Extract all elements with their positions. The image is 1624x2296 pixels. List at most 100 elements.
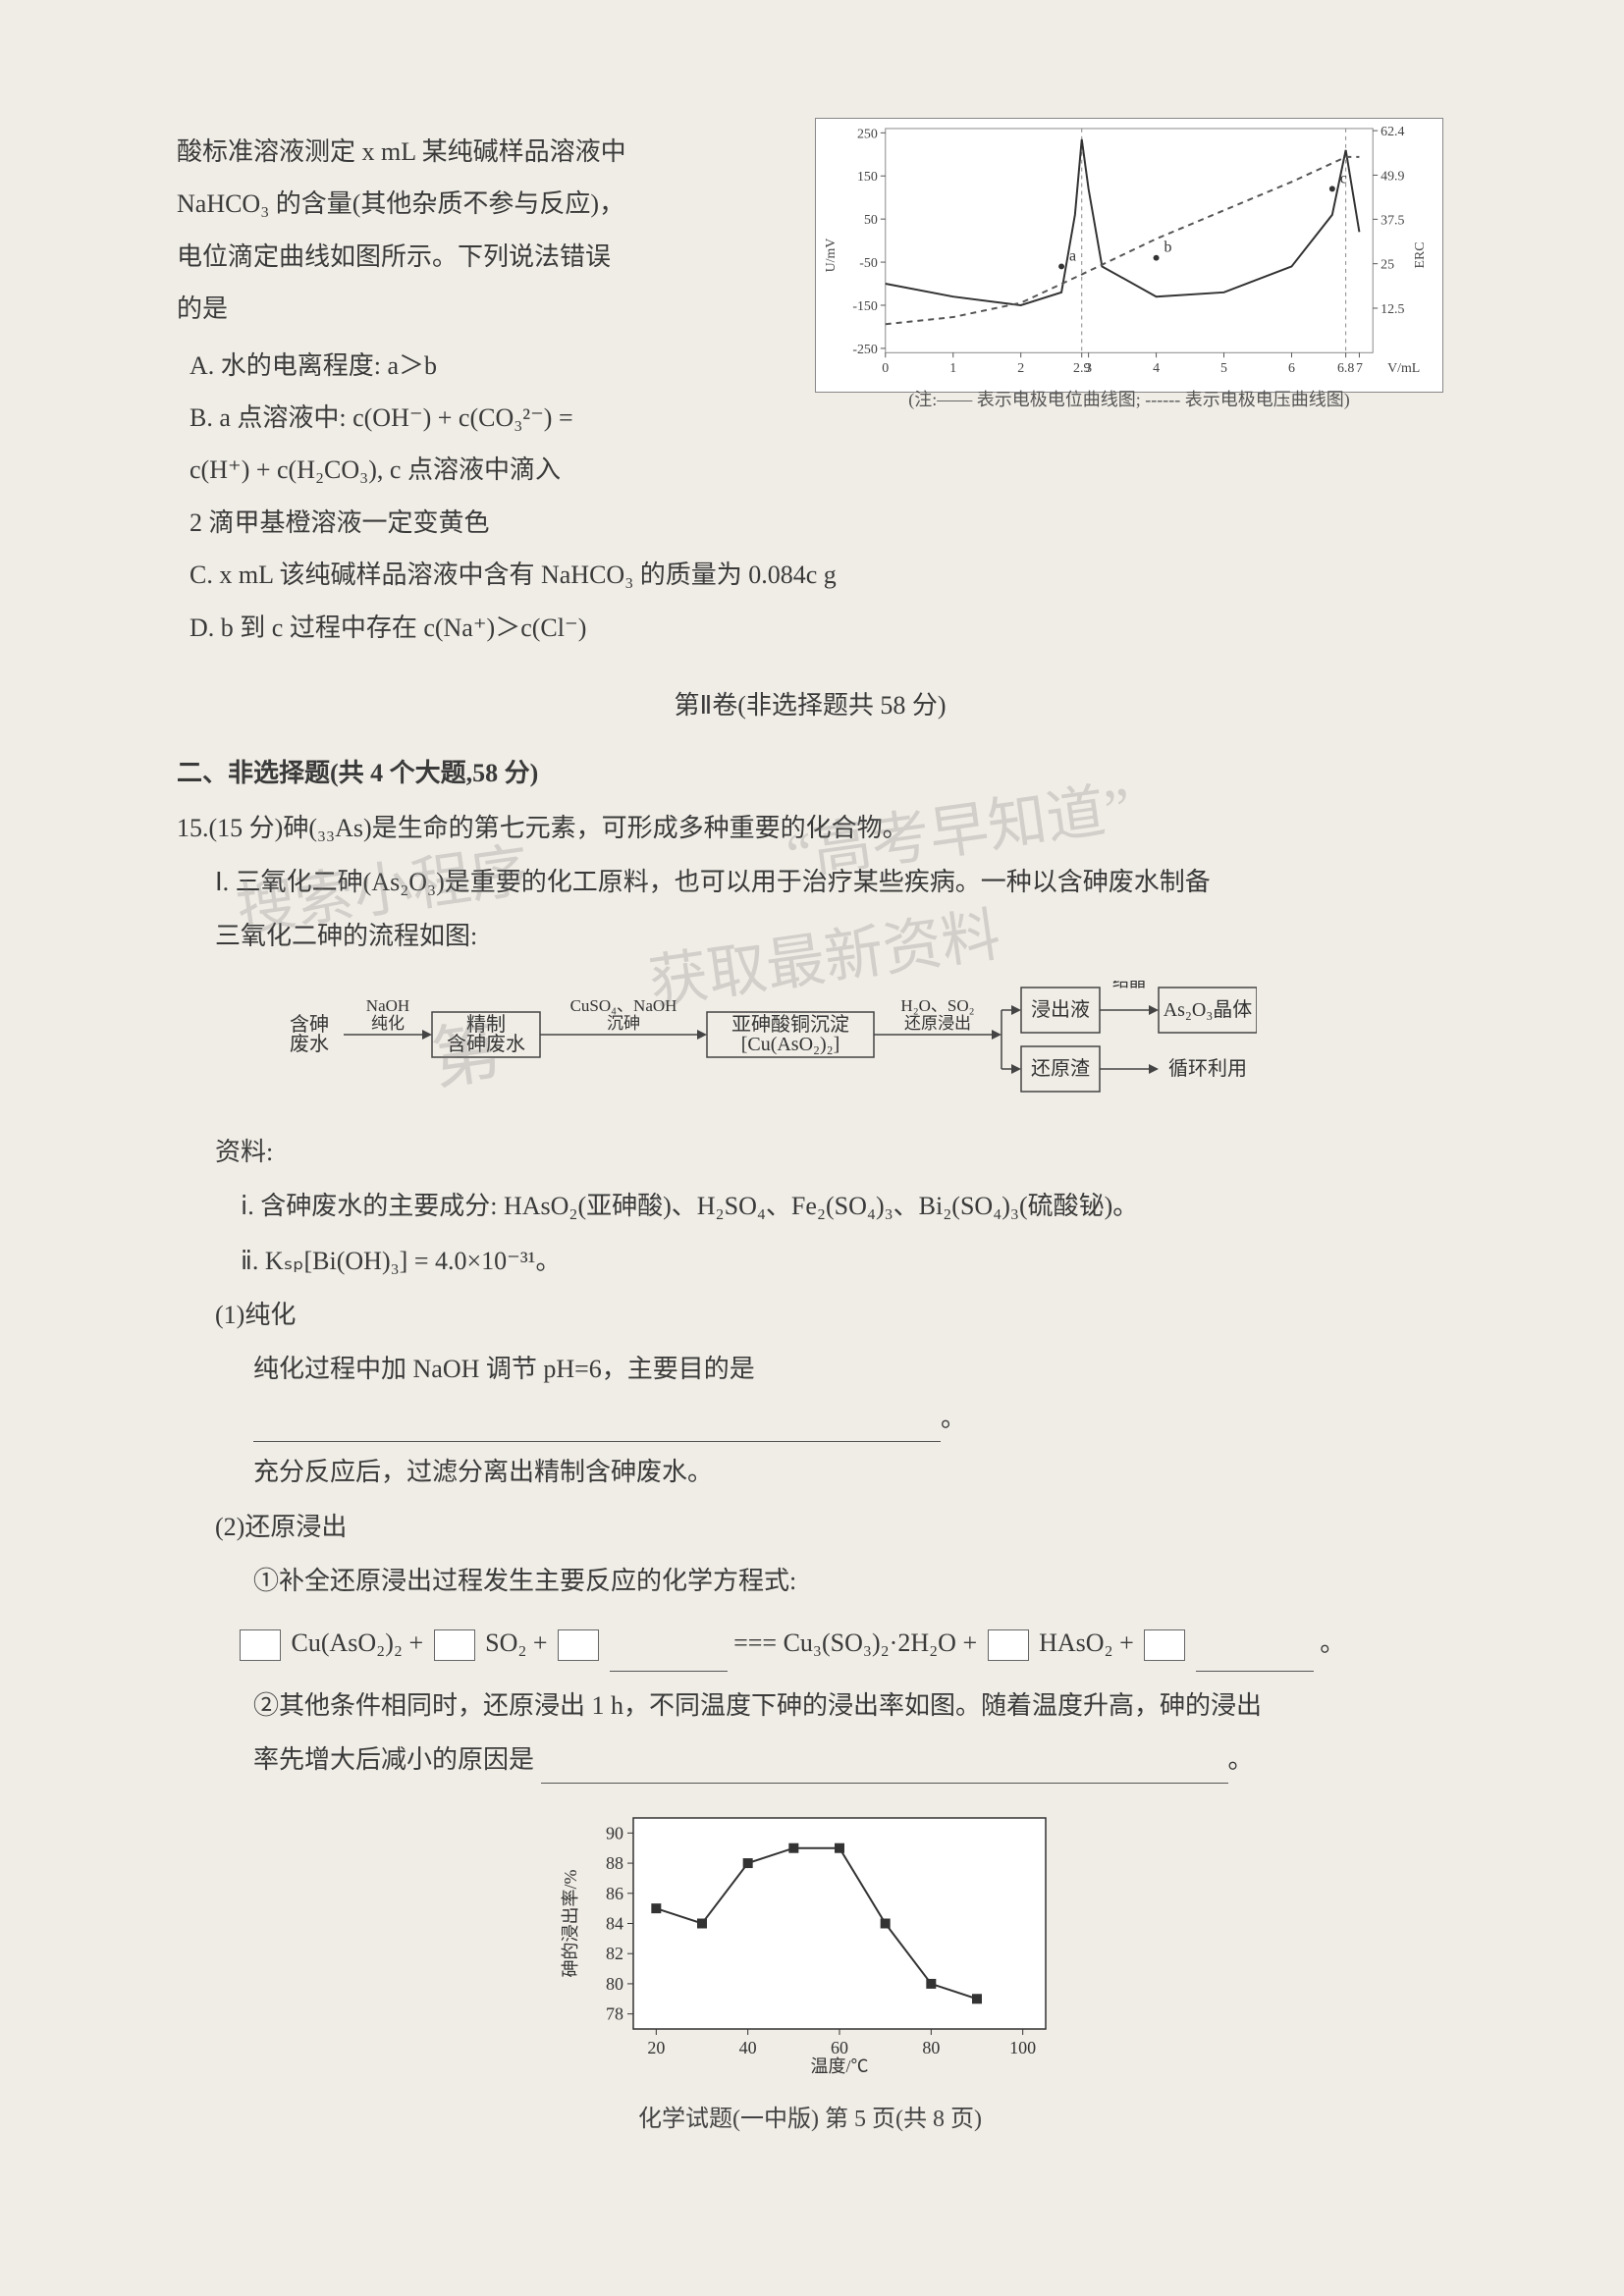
- q15-zi: 资料:: [177, 1128, 1443, 1176]
- option-b-line2: c(H⁺) + c(H₂CO₃), c 点溶液中滴入: [177, 446, 1443, 494]
- svg-text:含砷: 含砷: [290, 1013, 329, 1036]
- svg-text:U/mV: U/mV: [824, 239, 839, 273]
- svg-text:还原浸出: 还原浸出: [904, 1014, 971, 1033]
- svg-text:3: 3: [1085, 361, 1092, 376]
- svg-text:62.4: 62.4: [1380, 125, 1404, 139]
- svg-text:ERC: ERC: [1413, 241, 1428, 268]
- svg-text:50: 50: [864, 213, 878, 228]
- q15-zi-ii: ⅱ. Kₛₚ[Bi(OH)₃] = 4.0×10⁻³¹。: [177, 1237, 1443, 1285]
- coef-box[interactable]: [558, 1629, 599, 1661]
- fill-blank[interactable]: [253, 1412, 941, 1442]
- svg-text:2: 2: [1017, 361, 1024, 376]
- svg-text:纯化: 纯化: [371, 1014, 405, 1033]
- svg-text:40: 40: [739, 2038, 757, 2057]
- option-c: C. x mL 该纯碱样品溶液中含有 NaHCO₃ 的质量为 0.084c g: [177, 551, 1443, 599]
- part2-heading: 二、非选择题(共 4 个大题,58 分): [177, 749, 1443, 797]
- svg-text:亚砷酸铜沉淀: 亚砷酸铜沉淀: [731, 1013, 849, 1036]
- svg-text:含砷废水: 含砷废水: [447, 1033, 525, 1055]
- svg-text:4: 4: [1153, 361, 1160, 376]
- svg-text:37.5: 37.5: [1380, 213, 1404, 228]
- q15-p2-sub1: ①补全还原浸出过程发生主要反应的化学方程式:: [177, 1557, 1443, 1605]
- svg-text:6: 6: [1288, 361, 1295, 376]
- coef-box[interactable]: [434, 1629, 475, 1661]
- svg-text:H₂O、SO₂: H₂O、SO₂: [900, 996, 974, 1015]
- svg-text:60: 60: [831, 2038, 848, 2057]
- svg-text:90: 90: [606, 1824, 623, 1843]
- svg-text:a: a: [1069, 247, 1076, 264]
- svg-text:精制: 精制: [466, 1013, 506, 1036]
- option-d: D. b 到 c 过程中存在 c(Na⁺)＞c(Cl⁻): [177, 604, 1443, 652]
- svg-text:还原渣: 还原渣: [1031, 1057, 1090, 1080]
- process-flowchart: 含砷废水NaOH纯化精制含砷废水CuSO₄、NaOH沉砷亚砷酸铜沉淀[Cu(As…: [275, 981, 1257, 1108]
- svg-text:CuSO₄、NaOH: CuSO₄、NaOH: [570, 996, 677, 1015]
- intro-line: 的是: [177, 285, 766, 333]
- coef-box[interactable]: [988, 1629, 1029, 1661]
- q15-I-line1: Ⅰ. 三氧化二砷(As₂O₃)是重要的化工原料，也可以用于治疗某些疾病。一种以含…: [177, 858, 1443, 906]
- svg-text:-150: -150: [852, 299, 878, 314]
- titration-chart: -250-150-505015025062.449.937.52512.5012…: [815, 118, 1443, 393]
- svg-text:沉砷: 沉砷: [607, 1014, 640, 1033]
- intro-line: NaHCO₃ 的含量(其他杂质不参与反应)，: [177, 180, 766, 228]
- svg-text:NaOH: NaOH: [366, 996, 409, 1015]
- q15-p2-text: 率先增大后减小的原因是: [253, 1745, 534, 1774]
- svg-text:5: 5: [1220, 361, 1227, 376]
- eq-part: SO₂ +: [485, 1629, 547, 1657]
- svg-text:12.5: 12.5: [1380, 302, 1404, 317]
- leaching-rate-chart: 2040608010078808284868890温度/℃砷的浸出率/%: [555, 1803, 1065, 2078]
- page-footer: 化学试题(一中版) 第 5 页(共 8 页): [177, 2098, 1443, 2143]
- svg-text:82: 82: [606, 1945, 623, 1964]
- svg-text:20: 20: [647, 2038, 665, 2057]
- q15-p1-line1: 纯化过程中加 NaOH 调节 pH=6，主要目的是 。: [177, 1345, 1443, 1442]
- q15-I-line2: 三氧化二砷的流程如图:: [177, 912, 1443, 960]
- svg-text:250: 250: [857, 127, 878, 141]
- fill-blank[interactable]: [610, 1640, 728, 1671]
- coef-box[interactable]: [1144, 1629, 1185, 1661]
- equation-line: Cu(AsO₂)₂ + SO₂ + === Cu₃(SO₃)₂·2H₂O + H…: [236, 1615, 1443, 1671]
- eq-part: === Cu₃(SO₃)₂·2H₂O +: [733, 1629, 977, 1657]
- svg-text:80: 80: [606, 1974, 623, 1994]
- svg-text:-50: -50: [859, 256, 878, 271]
- fill-blank[interactable]: [541, 1753, 1228, 1784]
- q15-p2-sub2a: ②其他条件相同时，还原浸出 1 h，不同温度下砷的浸出率如图。随着温度升高，砷的…: [177, 1682, 1443, 1730]
- svg-text:6.8: 6.8: [1337, 361, 1354, 376]
- svg-text:100: 100: [1009, 2038, 1036, 2057]
- svg-text:84: 84: [606, 1914, 623, 1934]
- q15-p2-sub2b: 率先增大后减小的原因是 。: [177, 1735, 1443, 1784]
- svg-text:废水: 废水: [290, 1033, 329, 1055]
- svg-text:1: 1: [949, 361, 956, 376]
- eq-part: HAsO₂ +: [1039, 1629, 1134, 1657]
- svg-text:As₂O₃晶体: As₂O₃晶体: [1164, 998, 1253, 1021]
- svg-text:砷的浸出率/%: 砷的浸出率/%: [561, 1870, 580, 1978]
- svg-text:0: 0: [882, 361, 889, 376]
- svg-text:-250: -250: [852, 343, 878, 357]
- q15-p1-text: 纯化过程中加 NaOH 调节 pH=6，主要目的是: [253, 1355, 755, 1383]
- svg-text:80: 80: [922, 2038, 940, 2057]
- option-b-line3: 2 滴甲基橙溶液一定变黄色: [177, 499, 1443, 547]
- svg-text:150: 150: [857, 170, 878, 185]
- q15-p1-line2: 充分反应后，过滤分离出精制含砷废水。: [177, 1448, 1443, 1496]
- q15-head: 15.(15 分)砷(₃₃As)是生命的第七元素，可形成多种重要的化合物。: [177, 804, 1443, 852]
- fill-blank[interactable]: [1196, 1640, 1314, 1671]
- coef-box[interactable]: [240, 1629, 281, 1661]
- svg-text:结晶: 结晶: [1112, 981, 1146, 990]
- q15-p1-title: (1)纯化: [177, 1291, 1443, 1339]
- q15-p2-title: (2)还原浸出: [177, 1503, 1443, 1551]
- chart1-caption: (注:—— 表示电极电位曲线图; ------ 表示电极电压曲线图): [815, 383, 1443, 416]
- svg-text:25: 25: [1380, 258, 1394, 273]
- section2-title: 第Ⅱ卷(非选择题共 58 分): [177, 681, 1443, 729]
- svg-text:86: 86: [606, 1884, 623, 1903]
- svg-text:V/mL: V/mL: [1387, 361, 1420, 376]
- intro-line: 酸标准溶液测定 x mL 某纯碱样品溶液中: [177, 128, 766, 176]
- eq-part: 。: [1320, 1629, 1345, 1657]
- q15-zi-i: ⅰ. 含砷废水的主要成分: HAsO₂(亚砷酸)、H₂SO₄、Fe₂(SO₄)₃…: [177, 1182, 1443, 1230]
- svg-text:温度/℃: 温度/℃: [810, 2056, 868, 2076]
- question-15: 15.(15 分)砷(₃₃As)是生命的第七元素，可形成多种重要的化合物。 Ⅰ.…: [177, 804, 1443, 2079]
- svg-text:c: c: [1340, 170, 1347, 187]
- svg-text:78: 78: [606, 2004, 623, 2024]
- svg-text:7: 7: [1356, 361, 1363, 376]
- intro-line: 电位滴定曲线如图所示。下列说法错误: [177, 233, 766, 281]
- question-intro-block: 酸标准溶液测定 x mL 某纯碱样品溶液中 NaHCO₃ 的含量(其他杂质不参与…: [177, 128, 1443, 652]
- eq-part: Cu(AsO₂)₂ +: [292, 1629, 424, 1657]
- svg-text:浸出液: 浸出液: [1031, 998, 1090, 1021]
- svg-text:b: b: [1164, 240, 1172, 256]
